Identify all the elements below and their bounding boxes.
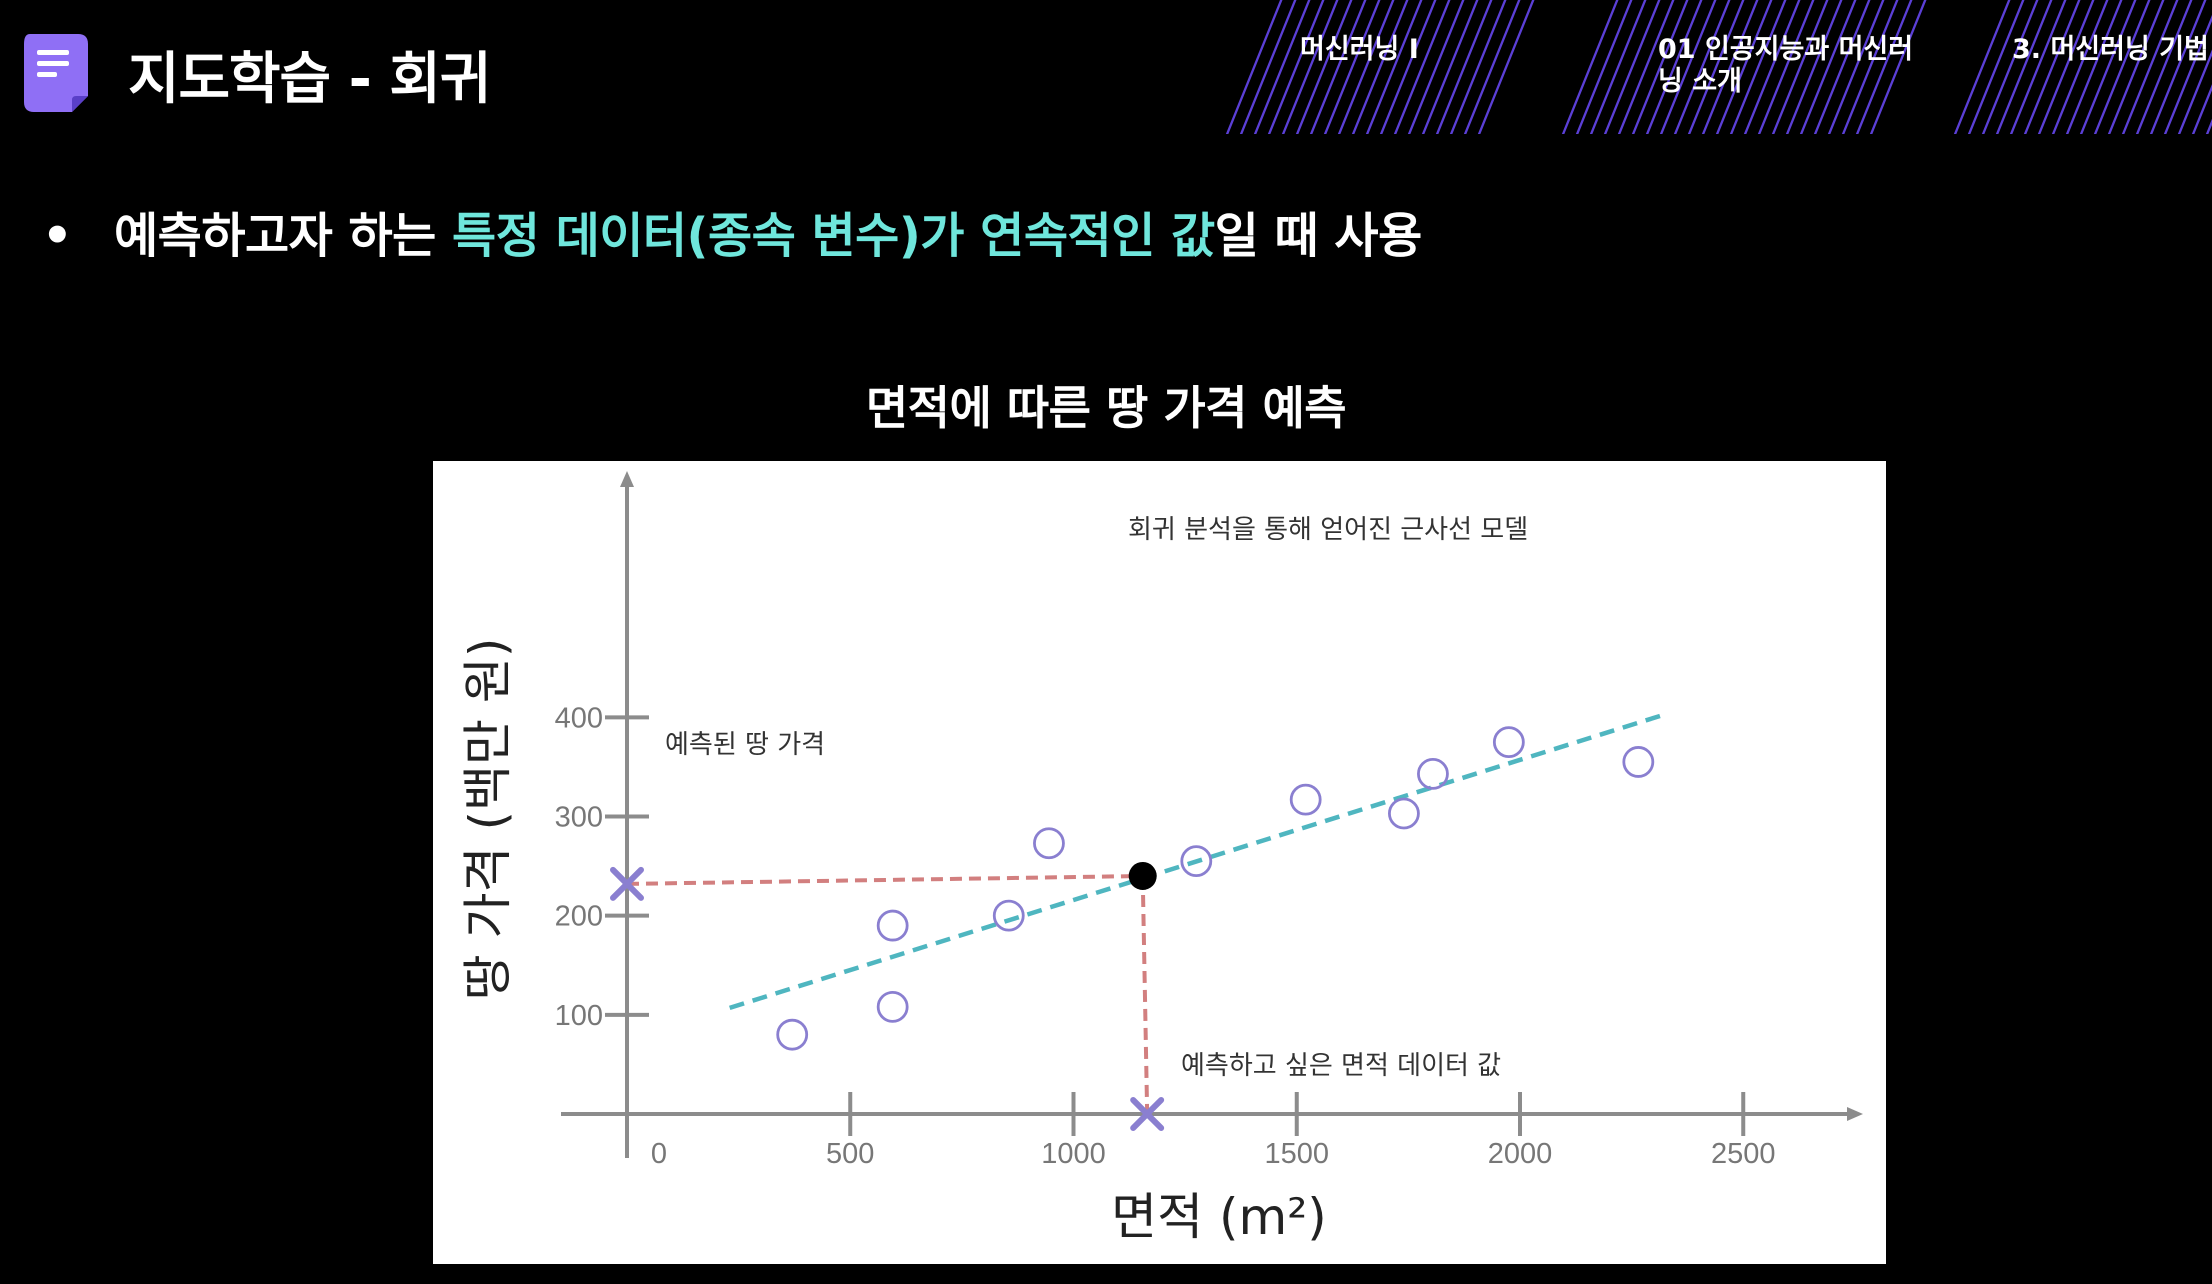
breadcrumb-section[interactable]: 3. 머신러닝 기법 <box>2012 34 2209 65</box>
x-tick-label: 2500 <box>1711 1138 1776 1170</box>
annotation-predicted: 예측된 땅 가격 <box>665 730 825 760</box>
page-title: 지도학습 - 회귀 <box>128 47 491 112</box>
breadcrumb-chapter[interactable]: 01 인공지능과 머신러닝 소개 <box>1658 34 1914 97</box>
annotation-query: 예측하고 싶은 면적 데이터 값 <box>1181 1051 1501 1081</box>
x-tick-label: 2000 <box>1488 1138 1553 1170</box>
chart-title: 면적에 따른 땅 가격 예측 <box>865 381 1347 435</box>
x-tick-label: 0 <box>651 1138 667 1170</box>
bullet-prefix: 예측하고자 하는 <box>114 208 453 264</box>
y-tick-label: 400 <box>555 702 603 734</box>
breadcrumb-course[interactable]: 머신러닝 I <box>1300 34 1419 65</box>
prediction-guide-line <box>626 873 1143 886</box>
annotation-model: 회귀 분석을 통해 얻어진 근사선 모델 <box>1128 515 1528 545</box>
chart-panel: 0 500 1000 1500 2000 2500 100 200 300 400 면적 (m²) 땅… <box>433 461 1886 1264</box>
y-tick-label: 300 <box>555 801 603 833</box>
data-point <box>1289 783 1322 816</box>
x-tick-label: 1000 <box>1041 1138 1106 1170</box>
bullet-dot: • <box>42 208 73 264</box>
y-axis-label: 땅 가격 (백만 원) <box>459 638 517 1001</box>
data-point <box>1622 746 1655 778</box>
data-point <box>1417 757 1449 790</box>
data-point <box>776 1018 809 1051</box>
prediction-marker <box>610 866 644 901</box>
header-stripes <box>1216 0 2212 134</box>
scatter-chart: 0 500 1000 1500 2000 2500 100 200 300 400 면적 (m²) 땅… <box>459 471 1863 1246</box>
y-axis-arrow <box>620 471 634 487</box>
x-axis-arrow <box>1847 1107 1863 1121</box>
data-point <box>992 899 1025 932</box>
x-axis-label: 면적 (m²) <box>1111 1188 1327 1246</box>
data-point <box>876 909 909 942</box>
y-tick-label: 200 <box>555 901 603 933</box>
query-guide-line <box>1140 875 1150 1115</box>
data-point <box>1492 726 1525 759</box>
data-point <box>876 990 909 1023</box>
y-tick-label: 100 <box>555 1000 603 1032</box>
bullet-text: • 예측하고자 하는 특정 데이터(종속 변수)가 연속적인 값일 때 사용 <box>42 196 1422 266</box>
query-marker <box>1130 1097 1165 1131</box>
predicted-point <box>1128 861 1157 890</box>
x-tick-label: 1500 <box>1264 1138 1329 1170</box>
regression-line <box>729 712 1666 1011</box>
data-point <box>1033 827 1065 860</box>
data-point <box>1180 845 1213 878</box>
bullet-highlight: 특정 데이터(종속 변수)가 연속적인 값 <box>452 208 1215 264</box>
document-icon <box>24 34 88 112</box>
bullet-suffix: 일 때 사용 <box>1214 208 1423 264</box>
x-tick-label: 500 <box>826 1138 874 1170</box>
data-point <box>1388 797 1420 830</box>
